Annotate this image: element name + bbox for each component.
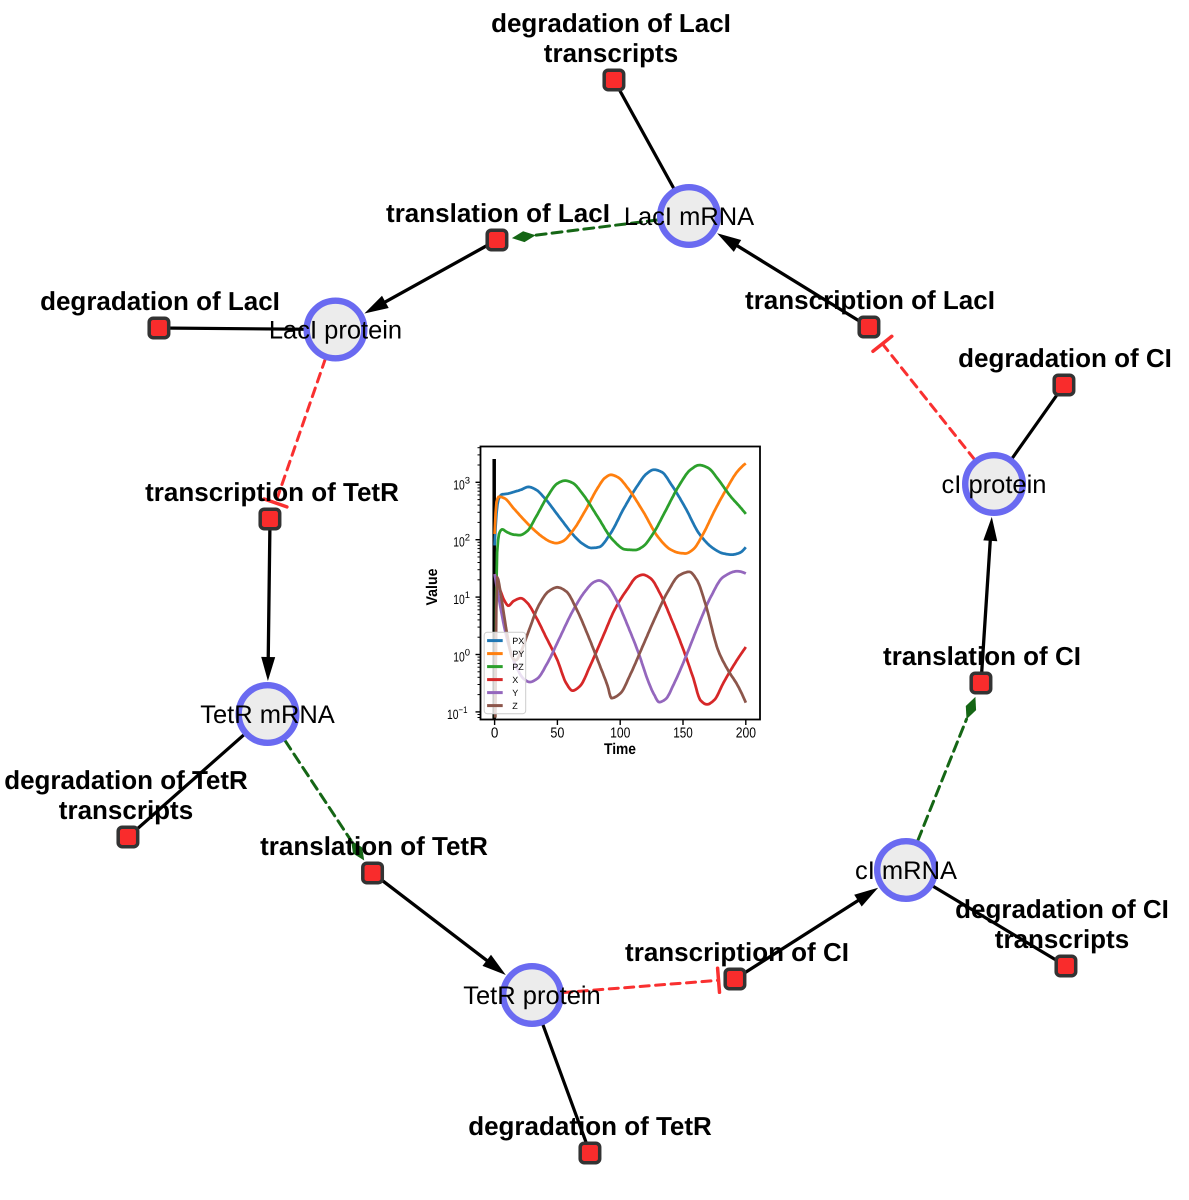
svg-text:LacI protein: LacI protein <box>269 317 402 345</box>
svg-text:translation of CI: translation of CI <box>883 641 1081 671</box>
svg-text:TetR mRNA: TetR mRNA <box>200 701 335 729</box>
svg-text:X: X <box>512 675 518 685</box>
svg-text:degradation of CI: degradation of CI <box>955 894 1169 924</box>
svg-text:Y: Y <box>512 688 518 698</box>
svg-text:cI mRNA: cI mRNA <box>855 857 957 885</box>
svg-text:50: 50 <box>550 726 564 742</box>
svg-text:transcription of TetR: transcription of TetR <box>145 477 399 507</box>
svg-text:Z: Z <box>512 701 518 711</box>
svg-text:transcripts: transcripts <box>995 924 1129 954</box>
svg-text:degradation of CI: degradation of CI <box>958 343 1172 373</box>
svg-text:TetR protein: TetR protein <box>463 982 601 1010</box>
svg-text:10−1: 10−1 <box>447 705 468 722</box>
svg-text:degradation of TetR: degradation of TetR <box>468 1111 712 1141</box>
svg-text:translation of LacI: translation of LacI <box>386 198 610 228</box>
svg-text:degradation of TetR: degradation of TetR <box>4 765 248 795</box>
svg-text:Value: Value <box>424 568 441 605</box>
svg-text:150: 150 <box>673 726 693 742</box>
svg-text:PX: PX <box>512 636 524 646</box>
svg-text:LacI mRNA: LacI mRNA <box>624 203 754 231</box>
svg-text:100: 100 <box>610 726 630 742</box>
svg-text:transcripts: transcripts <box>544 38 678 68</box>
svg-text:transcripts: transcripts <box>59 795 193 825</box>
svg-text:103: 103 <box>453 475 470 492</box>
svg-text:200: 200 <box>736 726 756 742</box>
svg-text:transcription of LacI: transcription of LacI <box>745 285 995 315</box>
svg-text:0: 0 <box>491 726 499 742</box>
svg-text:102: 102 <box>453 533 470 550</box>
svg-text:101: 101 <box>453 590 470 607</box>
svg-text:degradation of LacI: degradation of LacI <box>40 286 280 316</box>
svg-text:PY: PY <box>512 649 524 659</box>
svg-text:100: 100 <box>453 648 470 665</box>
svg-text:translation of TetR: translation of TetR <box>260 831 488 861</box>
svg-text:PZ: PZ <box>512 662 524 672</box>
svg-text:Time: Time <box>604 741 636 758</box>
svg-text:transcription of CI: transcription of CI <box>625 937 849 967</box>
svg-text:degradation of LacI: degradation of LacI <box>491 8 731 38</box>
svg-text:cI protein: cI protein <box>942 471 1047 499</box>
